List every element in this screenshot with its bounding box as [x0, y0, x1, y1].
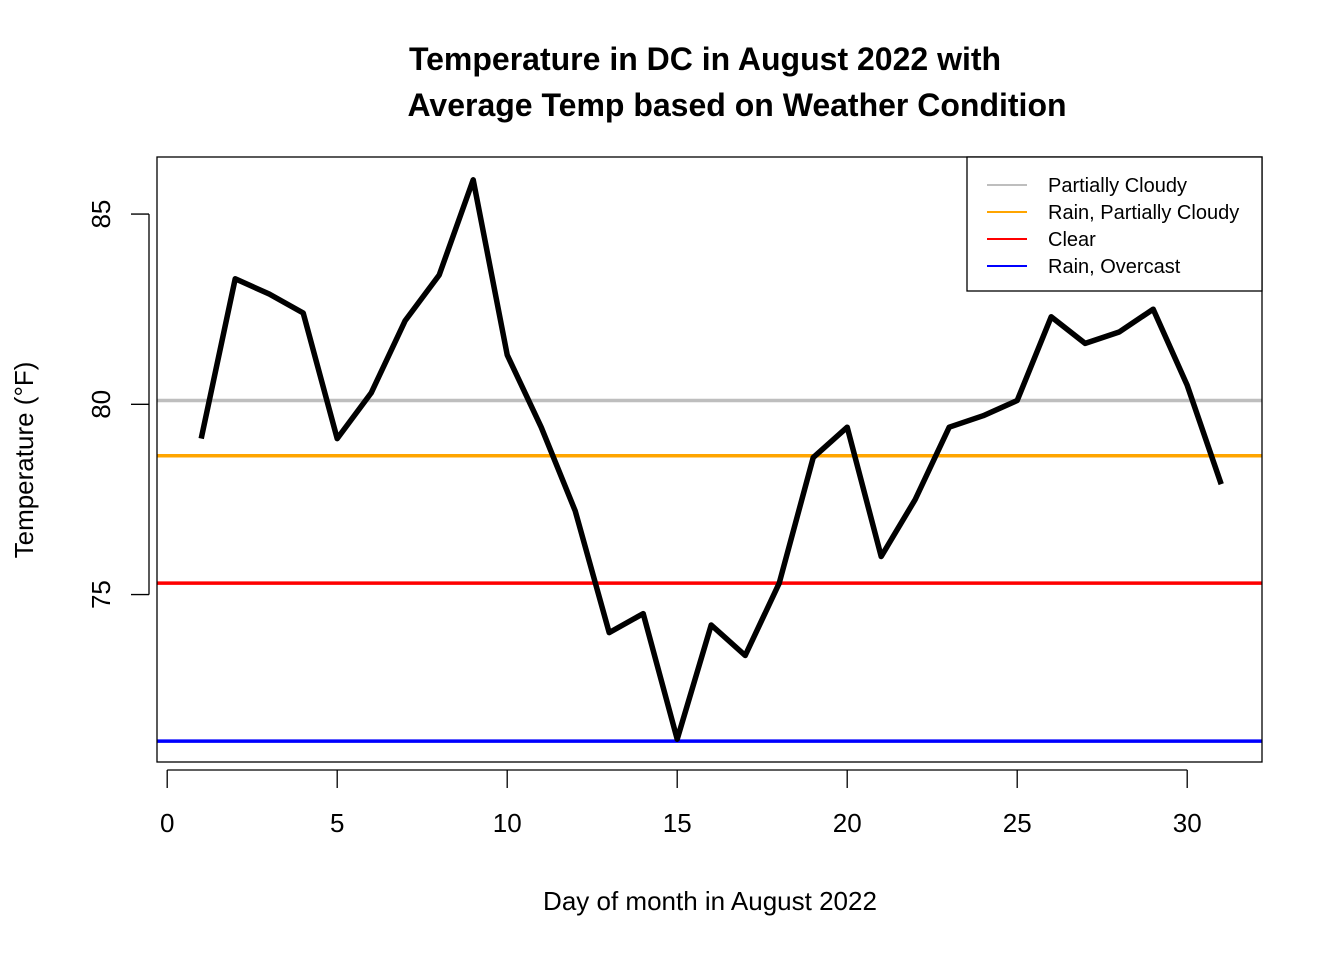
legend-label-2: Clear — [1048, 229, 1096, 251]
y-tick-label-85: 85 — [86, 200, 116, 229]
legend-label-1: Rain, Partially Cloudy — [1048, 202, 1239, 224]
x-tick-label-20: 20 — [833, 808, 862, 838]
legend: Partially Cloudy Rain, Partially Cloudy Cl… — [966, 156, 1263, 292]
x-tick-label-25: 25 — [1003, 808, 1032, 838]
x-tick-label-0: 0 — [160, 808, 174, 838]
x-tick-label-10: 10 — [493, 808, 522, 838]
y-tick-label-75: 75 — [86, 580, 116, 609]
legend-label-0: Partially Cloudy — [1048, 175, 1187, 197]
chart-title-line2: Average Temp based on Weather Condition — [407, 87, 1066, 123]
plot-frame — [156, 156, 1263, 763]
y-axis-label: Temperature (°F) — [9, 362, 39, 559]
chart-title-line1: Temperature in DC in August 2022 with — [409, 41, 1001, 77]
x-tick-label-15: 15 — [663, 808, 692, 838]
plot-area: 0 5 10 15 20 25 30 75 80 85 Partially Cloudy Rain, … — [86, 156, 1263, 838]
x-tick-label-5: 5 — [330, 808, 344, 838]
x-tick-label-30: 30 — [1173, 808, 1202, 838]
temperature-series-line-0 — [198, 177, 1224, 742]
legend-box — [966, 156, 1263, 292]
x-axis-label: Day of month in August 2022 — [543, 886, 877, 916]
y-tick-label-80: 80 — [86, 390, 116, 419]
legend-label-3: Rain, Overcast — [1048, 256, 1181, 278]
